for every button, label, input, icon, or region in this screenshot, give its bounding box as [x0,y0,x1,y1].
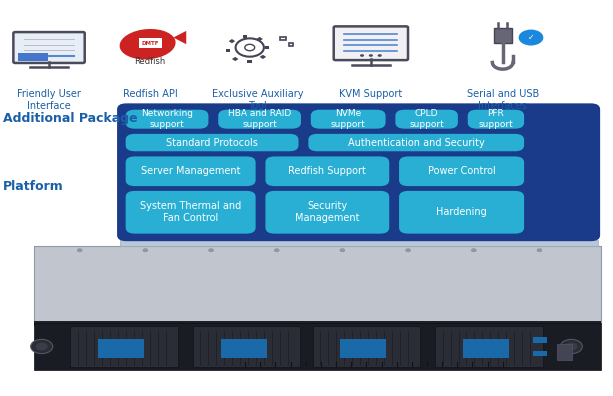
FancyBboxPatch shape [13,32,85,63]
Bar [193,326,300,367]
Text: Power Control: Power Control [428,166,495,176]
Bar [463,339,509,358]
Bar [70,326,178,367]
Text: Networking
support: Networking support [141,110,193,129]
Bar [98,339,144,358]
FancyBboxPatch shape [399,191,524,234]
Bar [18,53,48,61]
Text: NVMe
support: NVMe support [331,110,365,129]
Bar [248,60,252,63]
FancyBboxPatch shape [399,156,524,186]
Circle shape [31,339,53,354]
Circle shape [143,249,148,252]
Circle shape [378,54,382,57]
Bar [232,57,238,61]
Ellipse shape [120,29,175,59]
Text: DMTF: DMTF [142,40,159,46]
Text: Security
Management: Security Management [295,202,360,223]
FancyBboxPatch shape [218,110,301,129]
Polygon shape [120,240,598,246]
Bar [533,351,547,356]
Bar [340,339,386,358]
Circle shape [274,249,279,252]
Text: Additional Package: Additional Package [3,112,138,125]
Bar [34,321,601,326]
FancyBboxPatch shape [395,110,458,129]
Bar [265,46,269,49]
Bar [280,36,286,40]
FancyBboxPatch shape [126,191,256,234]
FancyBboxPatch shape [468,110,524,129]
Text: Serial and USB
Interfaces: Serial and USB Interfaces [466,89,539,111]
Bar [533,337,547,343]
Bar [289,43,293,46]
Circle shape [340,249,345,252]
Text: Redfish: Redfish [135,57,166,66]
Bar [243,35,248,38]
Circle shape [77,249,82,252]
Circle shape [406,249,411,252]
Bar [229,39,235,43]
Circle shape [565,343,577,350]
Circle shape [36,343,48,350]
FancyBboxPatch shape [265,191,389,234]
Text: HBA and RAID
support: HBA and RAID support [228,110,291,129]
Bar [549,326,567,368]
FancyBboxPatch shape [265,156,389,186]
Circle shape [519,30,543,46]
Circle shape [471,249,476,252]
Bar [34,323,601,370]
Text: Server Management: Server Management [141,166,240,176]
FancyBboxPatch shape [117,103,600,241]
Bar [493,29,512,42]
Bar [313,326,420,367]
Circle shape [369,54,373,57]
Text: Friendly User
Interface: Friendly User Interface [17,89,81,111]
Bar [260,55,266,59]
FancyBboxPatch shape [126,134,299,151]
Text: Redfish Support: Redfish Support [288,166,367,176]
FancyBboxPatch shape [311,110,386,129]
Circle shape [560,339,582,354]
Text: Platform: Platform [3,180,64,192]
Text: Exclusive Auxiliary
Tool: Exclusive Auxiliary Tool [211,89,303,111]
Text: CPLD
support: CPLD support [409,110,444,129]
Bar [221,339,267,358]
FancyBboxPatch shape [126,156,256,186]
Bar [435,326,543,367]
Bar [256,37,263,41]
Text: Redfish API: Redfish API [123,89,178,99]
Text: Standard Protocols: Standard Protocols [166,137,258,148]
Text: ✓: ✓ [528,33,534,42]
Text: System Thermal and
Fan Control: System Thermal and Fan Control [140,202,242,223]
Circle shape [360,54,364,57]
Text: KVM Support: KVM Support [339,89,403,99]
Circle shape [208,249,213,252]
Text: Hardening: Hardening [436,207,487,217]
Text: Authentication and Security: Authentication and Security [348,137,485,148]
FancyBboxPatch shape [126,110,208,129]
Bar [139,38,162,48]
Polygon shape [173,31,186,44]
Bar [226,49,230,52]
Bar [557,344,572,360]
FancyBboxPatch shape [308,134,524,151]
Bar [34,246,601,323]
Text: PFR
support: PFR support [479,110,513,129]
Circle shape [537,249,542,252]
FancyBboxPatch shape [333,27,408,60]
